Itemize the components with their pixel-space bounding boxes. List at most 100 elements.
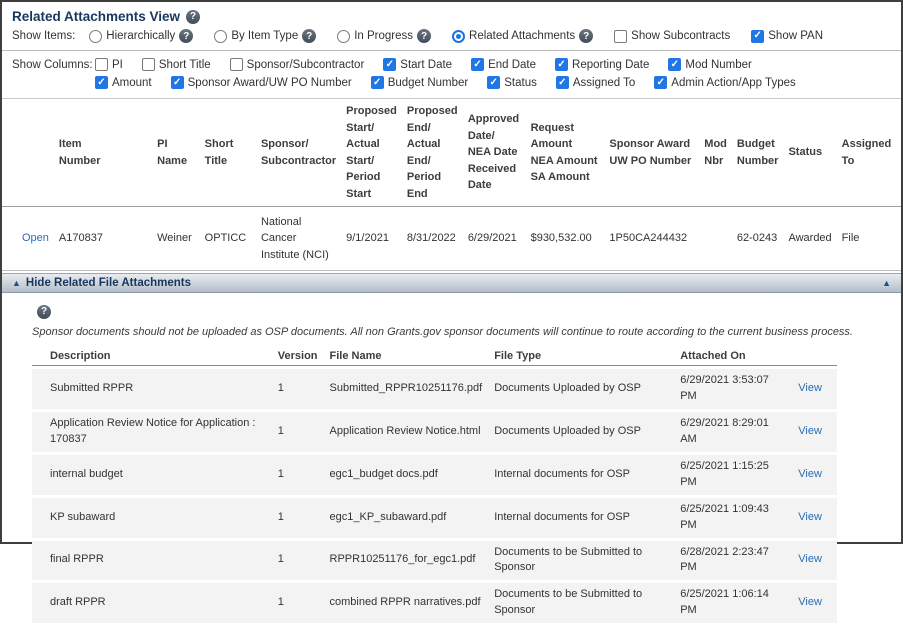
checkbox-pi[interactable]: PI bbox=[95, 58, 123, 71]
checkbox-short-title[interactable]: Short Title bbox=[141, 58, 211, 71]
view-link[interactable]: View bbox=[798, 424, 822, 437]
radio-label: By Item Type bbox=[231, 30, 299, 42]
attachment-row: final RPPR 1 RPPR10251176_for_egc1.pdf D… bbox=[32, 540, 837, 581]
status-cell: Awarded bbox=[783, 206, 837, 271]
checkbox-end-date[interactable]: End Date bbox=[471, 58, 536, 71]
col-status: Status bbox=[783, 98, 837, 207]
help-icon[interactable]: ? bbox=[179, 29, 194, 43]
file-type-cell: Internal documents for OSP bbox=[488, 497, 675, 538]
checkbox-icon[interactable] bbox=[170, 76, 184, 89]
show-items-row: Show Items: Hierarchically ? By Item Typ… bbox=[12, 29, 891, 43]
checkbox-label: Sponsor/Subcontractor bbox=[246, 58, 365, 71]
file-name-cell: egc1_budget docs.pdf bbox=[323, 454, 489, 495]
checkbox-show-subcontracts[interactable]: Show Subcontracts bbox=[614, 29, 730, 43]
checkbox-icon[interactable] bbox=[487, 76, 501, 89]
help-icon[interactable]: ? bbox=[186, 9, 201, 24]
related-attachments-page: { "page": { "title": "Related Attachment… bbox=[0, 0, 903, 544]
attachment-row: internal budget 1 egc1_budget docs.pdf I… bbox=[32, 454, 837, 495]
version-cell: 1 bbox=[271, 411, 324, 452]
checkbox-label: Reporting Date bbox=[572, 58, 650, 71]
version-cell: 1 bbox=[271, 369, 324, 409]
checkbox-budget-number[interactable]: Budget Number bbox=[370, 76, 468, 89]
checkbox-icon[interactable] bbox=[95, 58, 108, 71]
attachments-table: Description Version File Name File Type … bbox=[32, 344, 837, 626]
collapse-arrow-icon[interactable]: ▲ bbox=[882, 277, 891, 288]
col-item-number: Item Number bbox=[53, 98, 153, 207]
file-type-cell: Documents to be Submitted to Sponsor bbox=[488, 583, 675, 624]
checkbox-icon[interactable] bbox=[229, 58, 243, 71]
checkbox-icon[interactable] bbox=[555, 58, 569, 71]
checkbox-icon[interactable] bbox=[370, 76, 384, 89]
checkbox-show-pan[interactable]: Show PAN bbox=[751, 29, 824, 43]
checkbox-icon[interactable] bbox=[471, 58, 485, 71]
checkbox-icon[interactable] bbox=[614, 29, 628, 43]
view-link[interactable]: View bbox=[798, 381, 822, 394]
checkbox-icon[interactable] bbox=[654, 76, 668, 89]
radio-icon[interactable] bbox=[214, 29, 228, 43]
view-link[interactable]: View bbox=[798, 553, 822, 566]
checkbox-amount[interactable]: Amount bbox=[95, 76, 152, 89]
help-icon[interactable]: ? bbox=[579, 29, 594, 43]
col-pi-name: PI Name bbox=[152, 98, 200, 207]
checkbox-label: PI bbox=[112, 58, 123, 71]
checkbox-assigned-to[interactable]: Assigned To bbox=[555, 76, 636, 89]
col-proposed-start: Proposed Start/ Actual Start/ Period Sta… bbox=[341, 98, 402, 207]
show-columns-line-1: PI Short Title Sponsor/Subcontractor Sta… bbox=[95, 58, 815, 71]
file-name-cell: RPPR10251176_for_egc1.pdf bbox=[323, 540, 489, 581]
checkbox-label: End Date bbox=[488, 58, 537, 71]
col-sponsor-award: Sponsor Award UW PO Number bbox=[604, 98, 700, 207]
checkbox-reporting-date[interactable]: Reporting Date bbox=[555, 58, 649, 71]
radio-in-progress[interactable]: In Progress ? bbox=[337, 29, 432, 43]
help-icon[interactable]: ? bbox=[302, 29, 317, 43]
checkbox-sponsor-award-uw-po-number[interactable]: Sponsor Award/UW PO Number bbox=[170, 76, 352, 89]
show-columns-label: Show Columns: bbox=[12, 59, 93, 71]
show-columns-options: PI Short Title Sponsor/Subcontractor Sta… bbox=[95, 58, 815, 89]
checkbox-status[interactable]: Status bbox=[487, 76, 537, 89]
attached-on-cell: 6/29/2021 8:29:01 AM bbox=[674, 411, 793, 452]
checkbox-label: Assigned To bbox=[572, 76, 636, 89]
show-columns-line-2: Amount Sponsor Award/UW PO Number Budget… bbox=[95, 76, 815, 89]
col-version: Version bbox=[271, 347, 324, 366]
radio-by-item-type[interactable]: By Item Type ? bbox=[214, 29, 317, 43]
radio-hierarchically[interactable]: Hierarchically ? bbox=[89, 29, 194, 43]
file-name-cell: combined RPPR narratives.pdf bbox=[323, 583, 489, 624]
checkbox-icon[interactable] bbox=[383, 58, 397, 71]
file-type-cell: Documents Uploaded by OSP bbox=[488, 411, 675, 452]
items-table-header-row: Item Number PI Name Short Title Sponsor/… bbox=[2, 98, 901, 207]
version-cell: 1 bbox=[271, 583, 324, 624]
col-budget-number: Budget Number bbox=[731, 98, 784, 207]
checkbox-label: Show PAN bbox=[768, 30, 824, 42]
col-file-type: File Type bbox=[488, 347, 675, 366]
checkbox-start-date[interactable]: Start Date bbox=[383, 58, 452, 71]
checkbox-icon[interactable] bbox=[95, 76, 108, 89]
divider bbox=[2, 50, 901, 51]
view-link[interactable]: View bbox=[798, 596, 822, 609]
hide-attachments-toggle[interactable]: ▲ Hide Related File Attachments ▲ bbox=[2, 273, 901, 293]
mod-nbr-cell bbox=[699, 206, 732, 271]
checkbox-icon[interactable] bbox=[555, 76, 569, 89]
checkbox-icon[interactable] bbox=[668, 58, 682, 71]
radio-related-attachments[interactable]: Related Attachments ? bbox=[452, 29, 594, 43]
attached-on-cell: 6/25/2021 1:15:25 PM bbox=[674, 454, 793, 495]
radio-icon[interactable] bbox=[89, 29, 103, 43]
radio-icon[interactable] bbox=[337, 29, 351, 43]
checkbox-mod-number[interactable]: Mod Number bbox=[668, 58, 752, 71]
budget-number-cell: 62-0243 bbox=[731, 206, 784, 271]
description-cell: Application Review Notice for Applicatio… bbox=[32, 411, 272, 452]
open-link[interactable]: Open bbox=[22, 232, 49, 245]
file-type-cell: Documents to be Submitted to Sponsor bbox=[488, 540, 675, 581]
help-icon[interactable]: ? bbox=[37, 304, 51, 319]
request-amount-cell: $930,532.00 bbox=[525, 206, 605, 271]
help-icon[interactable]: ? bbox=[417, 29, 432, 43]
checkbox-sponsor-subcontractor[interactable]: Sponsor/Subcontractor bbox=[229, 58, 365, 71]
sponsor-award-cell: 1P50CA244432 bbox=[604, 206, 700, 271]
col-description: Description bbox=[32, 347, 272, 366]
checkbox-icon[interactable] bbox=[751, 29, 765, 43]
checkbox-icon[interactable] bbox=[141, 58, 155, 71]
attachment-row: Application Review Notice for Applicatio… bbox=[32, 411, 837, 452]
radio-icon[interactable] bbox=[452, 29, 466, 43]
view-link[interactable]: View bbox=[798, 510, 822, 523]
col-sponsor-subcontractor: Sponsor/ Subcontractor bbox=[255, 98, 342, 207]
view-link[interactable]: View bbox=[798, 467, 822, 480]
checkbox-admin-action-app-types[interactable]: Admin Action/App Types bbox=[654, 76, 796, 89]
